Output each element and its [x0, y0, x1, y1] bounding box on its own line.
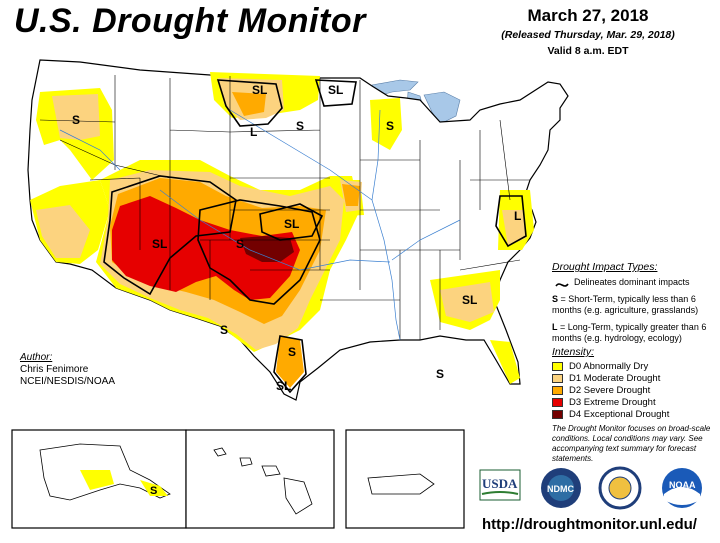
impact-types-legend: Drought Impact Types: Delineates dominan… [552, 262, 717, 344]
intensity-legend: Intensity: D0 Abnormally Dry D1 Moderate… [552, 346, 717, 420]
legend-item-d4: D4 Exceptional Drought [552, 408, 717, 420]
author-org: NCEI/NESDIS/NOAA [20, 376, 116, 387]
puerto-rico-inset [345, 429, 465, 529]
label-north-dakota: SL [328, 83, 343, 97]
label-texas-s: SL [276, 379, 291, 393]
legend-item-d0: D0 Abnormally Dry [552, 360, 717, 372]
label-texas-e: S [288, 345, 296, 359]
impact-boundaries [103, 79, 527, 394]
ndmc-logo: NDMC [541, 468, 581, 508]
label-montana-l: L [250, 125, 257, 139]
label-texas-w: S [220, 323, 228, 337]
hawaii-inset [185, 429, 335, 529]
d3-regions [112, 196, 300, 300]
label-carolinas: SL [462, 293, 477, 307]
impact-types-heading: Drought Impact Types: [552, 261, 658, 273]
disclaimer-note: The Drought Monitor focuses on broad-sca… [552, 424, 711, 463]
label-montana-north: SL [252, 83, 267, 97]
author-heading: Author: [20, 352, 53, 363]
legend-item-d2: D2 Severe Drought [552, 384, 717, 396]
author-block: Author: Chris Fenimore NCEI/NESDIS/NOAA [20, 352, 115, 388]
noaa-logo: NOAA [662, 468, 702, 508]
label-virginia: L [514, 209, 521, 223]
valid-time: Valid 8 a.m. EDT [547, 45, 629, 57]
label-alaska: S [150, 485, 157, 497]
label-southwest: SL [152, 237, 167, 251]
alaska-inset: S [11, 429, 187, 529]
label-colorado: S [236, 237, 244, 251]
svg-text:NOAA: NOAA [669, 480, 696, 490]
date-block: March 27, 2018 (Released Thursday, Mar. … [478, 6, 698, 57]
website-link[interactable]: http://droughtmonitor.unl.edu/ [482, 516, 697, 533]
label-oregon: S [72, 113, 80, 127]
legend-item-d3: D3 Extreme Drought [552, 396, 717, 408]
author-name: Chris Fenimore [20, 364, 89, 375]
commerce-logo [598, 466, 642, 510]
svg-text:NDMC: NDMC [547, 484, 574, 494]
label-sd-s: S [296, 119, 304, 133]
delineates-label: Delineates dominant impacts [574, 277, 690, 287]
logos: USDA NDMC NOAA [479, 466, 702, 510]
state-lines [39, 75, 530, 340]
d4-regions [240, 236, 294, 262]
usda-logo: USDA [479, 469, 521, 501]
label-kansas: SL [284, 217, 299, 231]
intensity-heading: Intensity: [552, 346, 595, 358]
long-term-desc: L = Long-Term, typically greater than 6 … [552, 322, 707, 343]
short-term-desc: S = Short-Term, typically less than 6 mo… [552, 294, 699, 315]
svg-text:USDA: USDA [482, 476, 518, 491]
map-date: March 27, 2018 [527, 6, 649, 25]
map-title: U.S. Drought Monitor [14, 2, 366, 40]
label-michigan: S [386, 119, 394, 133]
impact-line-symbol [555, 283, 569, 287]
impact-labels: S SL SL L S S SL S SL L SL S S SL S [72, 83, 521, 393]
release-date: (Released Thursday, Mar. 29, 2018) [501, 29, 675, 41]
legend-item-d1: D1 Moderate Drought [552, 372, 717, 384]
label-gulf: S [436, 367, 444, 381]
